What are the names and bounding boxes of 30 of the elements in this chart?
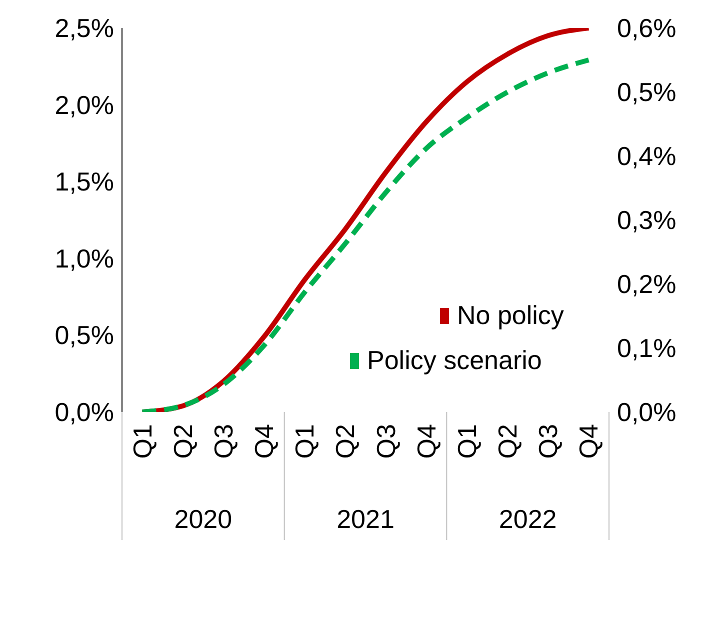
y2-tick-label: 0,3% — [617, 205, 676, 235]
y-tick-label: 0,5% — [54, 320, 114, 350]
legend-label: Policy scenario — [367, 345, 542, 376]
y2-tick-label: 0,0% — [617, 397, 676, 427]
y-tick-label: 2,5% — [54, 13, 114, 43]
y-tick-label: 1,5% — [54, 166, 114, 197]
x-tick-label: Q1 — [127, 424, 158, 459]
x-tick-label: Q4 — [249, 424, 280, 459]
x-tick-label: Q3 — [533, 424, 564, 459]
y2-tick-label: 0,6% — [617, 13, 676, 43]
y-tick-label: 1,0% — [54, 243, 114, 274]
x-tick-label: Q2 — [492, 424, 523, 459]
text: 2022 — [498, 504, 557, 534]
y2-tick-label: 0,2% — [617, 269, 676, 299]
x-tick-label: Q1 — [290, 424, 320, 459]
x-tick-label: Q3 — [208, 424, 238, 459]
x-tick-label: Q4 — [574, 424, 604, 459]
y2-tick-label: 0,5% — [617, 77, 676, 107]
legend-label: No policy — [457, 300, 564, 331]
y2-tick-label: 0,4% — [617, 141, 676, 171]
text: 2020 — [174, 504, 232, 534]
y-tick-label: 0,0% — [54, 397, 114, 427]
x-tick-label: Q2 — [330, 424, 360, 459]
y-tick-label: 2,0% — [54, 90, 114, 120]
y2-tick-label: 0,1% — [617, 333, 676, 363]
text: 2021 — [336, 504, 394, 534]
x-tick-label: Q3 — [370, 424, 401, 459]
x-tick-label: Q2 — [168, 424, 198, 459]
x-tick-label: Q4 — [411, 424, 442, 459]
x-tick-label: Q1 — [452, 424, 482, 459]
